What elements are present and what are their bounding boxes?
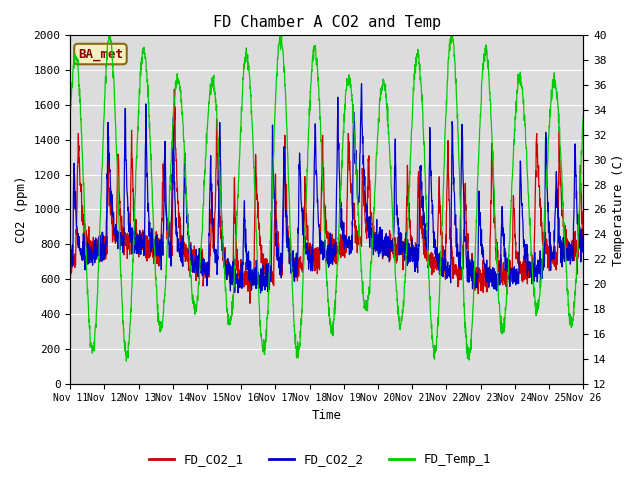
X-axis label: Time: Time (312, 409, 342, 422)
Title: FD Chamber A CO2 and Temp: FD Chamber A CO2 and Temp (212, 15, 441, 30)
Legend: FD_CO2_1, FD_CO2_2, FD_Temp_1: FD_CO2_1, FD_CO2_2, FD_Temp_1 (144, 448, 496, 471)
Y-axis label: CO2 (ppm): CO2 (ppm) (15, 176, 28, 243)
Text: BA_met: BA_met (78, 48, 123, 60)
Y-axis label: Temperature (C): Temperature (C) (612, 153, 625, 265)
